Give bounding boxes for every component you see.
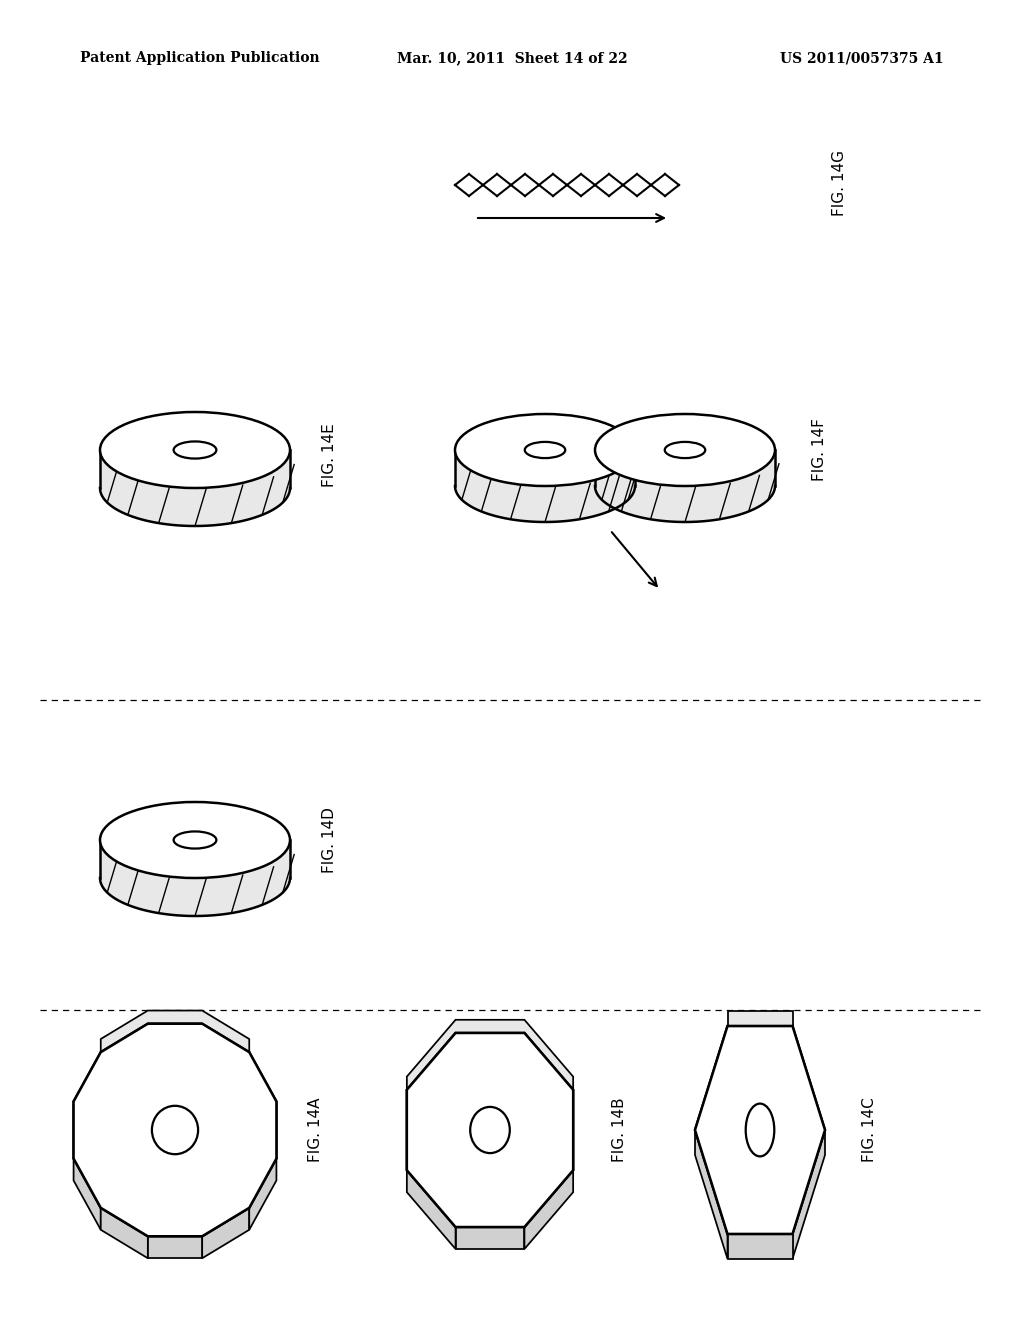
Polygon shape xyxy=(147,1237,202,1258)
Polygon shape xyxy=(595,450,775,521)
Text: FIG. 14F: FIG. 14F xyxy=(812,418,827,482)
Polygon shape xyxy=(407,1034,573,1228)
Polygon shape xyxy=(695,1130,727,1259)
Ellipse shape xyxy=(152,1106,198,1154)
Polygon shape xyxy=(407,1034,573,1228)
Ellipse shape xyxy=(524,442,565,458)
Ellipse shape xyxy=(174,832,216,849)
Polygon shape xyxy=(695,1026,825,1234)
Ellipse shape xyxy=(174,441,216,458)
Ellipse shape xyxy=(665,442,706,458)
Text: FIG. 14E: FIG. 14E xyxy=(323,424,338,487)
Text: FIG. 14G: FIG. 14G xyxy=(833,150,848,216)
Polygon shape xyxy=(74,1024,276,1237)
Text: FIG. 14A: FIG. 14A xyxy=(307,1098,323,1162)
Polygon shape xyxy=(407,1020,573,1090)
Text: FIG. 14D: FIG. 14D xyxy=(323,807,338,873)
Polygon shape xyxy=(456,1228,524,1249)
Text: FIG. 14B: FIG. 14B xyxy=(612,1098,628,1163)
Polygon shape xyxy=(74,1159,100,1230)
Polygon shape xyxy=(249,1159,276,1230)
Ellipse shape xyxy=(100,803,290,878)
Polygon shape xyxy=(100,840,290,916)
Ellipse shape xyxy=(100,412,290,488)
Polygon shape xyxy=(524,1171,573,1249)
Text: Patent Application Publication: Patent Application Publication xyxy=(80,51,319,65)
Ellipse shape xyxy=(745,1104,774,1156)
Polygon shape xyxy=(727,1011,793,1026)
Text: Mar. 10, 2011  Sheet 14 of 22: Mar. 10, 2011 Sheet 14 of 22 xyxy=(396,51,628,65)
Ellipse shape xyxy=(455,414,635,486)
Text: US 2011/0057375 A1: US 2011/0057375 A1 xyxy=(780,51,944,65)
Polygon shape xyxy=(100,450,290,525)
Polygon shape xyxy=(727,1234,793,1259)
Polygon shape xyxy=(793,1130,825,1259)
Ellipse shape xyxy=(470,1107,510,1154)
Polygon shape xyxy=(455,450,635,521)
Text: FIG. 14C: FIG. 14C xyxy=(862,1098,878,1163)
Polygon shape xyxy=(695,1026,825,1234)
Polygon shape xyxy=(407,1171,456,1249)
Polygon shape xyxy=(74,1024,276,1237)
Ellipse shape xyxy=(595,414,775,486)
Polygon shape xyxy=(100,1011,249,1052)
Polygon shape xyxy=(202,1208,249,1258)
Polygon shape xyxy=(100,1208,147,1258)
